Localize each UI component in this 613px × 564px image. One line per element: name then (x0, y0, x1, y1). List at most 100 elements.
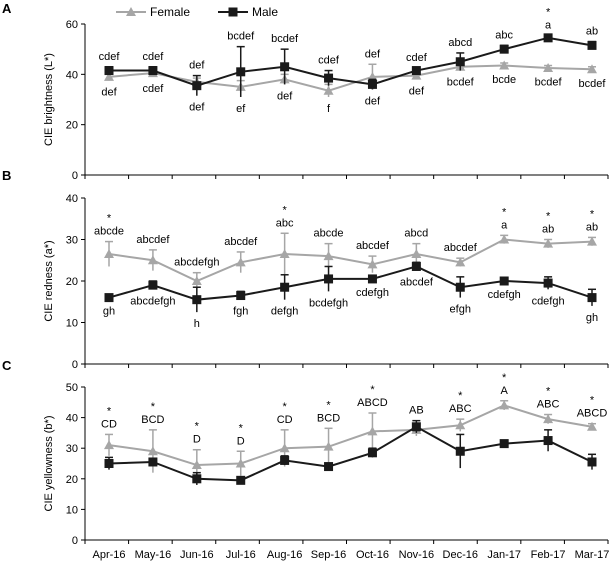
annotation-above: CD (277, 414, 293, 426)
y-tick-label: 40 (66, 193, 78, 205)
x-tick-label: Apr-16 (92, 549, 125, 561)
data-point (543, 414, 554, 424)
annotation-above: ab (586, 26, 598, 38)
y-tick-label: 20 (66, 120, 78, 132)
y-tick-label: 20 (66, 474, 78, 486)
annotation-below: bcdef (535, 77, 563, 89)
annotation-above: cdef (406, 52, 428, 64)
data-point (323, 251, 334, 261)
data-point (367, 79, 377, 89)
annotation-below: gh (586, 312, 598, 324)
annotation-below: efgh (450, 304, 471, 316)
data-point (104, 293, 114, 303)
annotation-above: def (365, 48, 381, 60)
y-tick-label: 10 (66, 504, 78, 516)
annotation-below: cdef (143, 83, 165, 95)
y-tick-label: 0 (72, 359, 78, 371)
data-point (280, 455, 290, 465)
x-tick-label: Dec-16 (443, 549, 478, 561)
data-point (411, 249, 422, 259)
annotation-above: ab (542, 224, 554, 236)
x-tick-label: May-16 (135, 549, 172, 561)
data-point (587, 64, 597, 74)
annotation-below: fgh (233, 306, 248, 318)
data-point (543, 63, 554, 73)
annotation-above: a (501, 219, 508, 231)
data-point (192, 474, 202, 484)
data-point (236, 67, 246, 77)
data-point (104, 71, 114, 81)
annotation-above: BCD (317, 412, 340, 424)
legend-male-marker (228, 7, 238, 17)
annotation-below: abcdefgh (130, 295, 175, 307)
data-point (367, 448, 377, 458)
data-point (587, 40, 597, 50)
data-point (543, 33, 553, 43)
annotation-above: def (189, 60, 205, 72)
data-point (543, 436, 553, 446)
panel-label: B (2, 168, 11, 183)
annotation-above: cdef (318, 55, 340, 67)
series-female (104, 400, 597, 481)
annotation-below: gh (103, 306, 115, 318)
y-tick-label: 20 (66, 276, 78, 288)
data-point (411, 422, 421, 432)
annotation-above: bcdef (227, 31, 255, 43)
x-tick-label: Jan-17 (487, 549, 521, 561)
annotation-above: abcde (94, 226, 124, 238)
annotation-above: abcd (404, 228, 428, 240)
chart-panel-a: A 0 20 40 60 CIE brightness (L*) cdef cdef def bc… (2, 1, 609, 182)
data-point (191, 460, 202, 470)
y-tick-label: 40 (66, 69, 78, 81)
legend-male-label: Male (252, 5, 278, 19)
asterisk: * (546, 386, 551, 398)
annotation-below: defgh (271, 306, 299, 318)
annotation-above: ABCD (577, 408, 608, 420)
annotation-above: abcdef (444, 242, 478, 254)
y-tick-label: 30 (66, 443, 78, 455)
data-point (587, 457, 597, 467)
data-point (147, 255, 158, 265)
data-point (587, 293, 597, 303)
data-point (587, 236, 597, 246)
annotation-above: abcd (448, 37, 472, 49)
data-point (367, 259, 378, 269)
asterisk: * (502, 372, 507, 384)
x-tick-label: Sep-16 (311, 549, 346, 561)
annotation-below: bcde (492, 74, 516, 86)
asterisk: * (590, 395, 595, 407)
y-tick-label: 40 (66, 413, 78, 425)
data-point (499, 44, 509, 54)
series-line (108, 64, 593, 92)
data-point (148, 66, 158, 76)
panel-label: C (2, 358, 12, 373)
x-tick-label: Nov-16 (399, 549, 434, 561)
data-point (411, 70, 422, 80)
data-point (587, 421, 597, 431)
annotation-above: cdef (143, 51, 165, 63)
asterisk: * (282, 204, 287, 216)
annotation-below: ef (236, 103, 246, 115)
annotation-above: abcdef (136, 234, 170, 246)
data-point (455, 257, 466, 267)
y-tick-label: 50 (66, 382, 78, 394)
annotation-above: bcdef (271, 33, 299, 45)
annotation-below: h (194, 318, 200, 330)
series-line (108, 425, 593, 482)
significance-annotations: abcde*abcdefabcdefghabcdefabc*abcdeabcde… (94, 204, 598, 330)
legend: Female Male (116, 5, 278, 19)
asterisk: * (195, 421, 200, 433)
annotation-above: a (545, 19, 552, 31)
annotation-below: bcdef (447, 77, 475, 89)
series-line (108, 265, 593, 301)
y-tick-label: 0 (72, 535, 78, 547)
data-point (324, 274, 334, 284)
annotation-above: A (501, 385, 509, 397)
data-point (323, 441, 334, 451)
annotation-above: abc (276, 217, 294, 229)
asterisk: * (590, 208, 595, 220)
data-point (279, 249, 290, 259)
